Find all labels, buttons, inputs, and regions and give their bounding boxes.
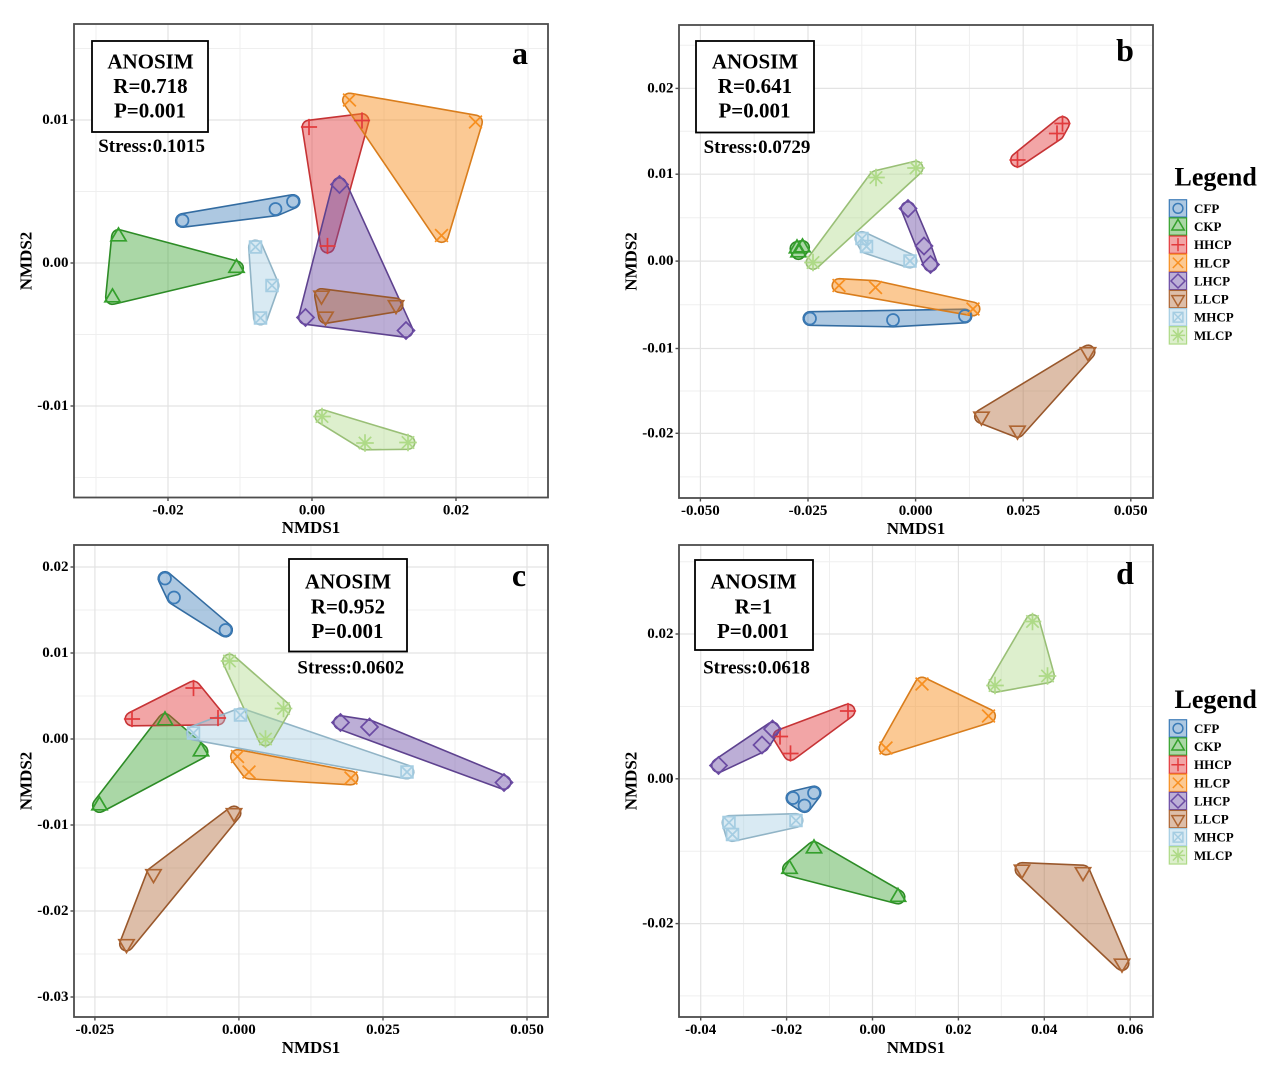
svg-text:R=0.718: R=0.718 — [113, 74, 187, 98]
svg-text:NMDS1: NMDS1 — [887, 1038, 946, 1057]
svg-text:0.000: 0.000 — [899, 503, 933, 519]
svg-text:-0.025: -0.025 — [789, 503, 828, 519]
svg-text:a: a — [512, 35, 528, 71]
svg-text:-0.025: -0.025 — [76, 1022, 115, 1038]
svg-text:-0.01: -0.01 — [37, 398, 68, 414]
svg-text:NMDS2: NMDS2 — [622, 752, 641, 811]
svg-text:P=0.001: P=0.001 — [718, 99, 790, 123]
svg-text:MHCP: MHCP — [1194, 830, 1234, 845]
svg-text:0.02: 0.02 — [42, 559, 68, 575]
svg-text:0.01: 0.01 — [42, 112, 68, 128]
svg-text:CFP: CFP — [1194, 201, 1219, 216]
svg-text:-0.02: -0.02 — [642, 425, 673, 441]
svg-text:-0.02: -0.02 — [771, 1022, 802, 1038]
svg-text:0.02: 0.02 — [647, 80, 673, 96]
svg-text:LLCP: LLCP — [1194, 292, 1229, 307]
svg-text:CKP: CKP — [1194, 219, 1222, 234]
svg-text:LHCP: LHCP — [1194, 794, 1230, 809]
svg-text:0.06: 0.06 — [1117, 1022, 1144, 1038]
svg-text:0.02: 0.02 — [647, 626, 673, 642]
svg-text:R=0.952: R=0.952 — [311, 595, 385, 619]
svg-text:Stress:0.0602: Stress:0.0602 — [297, 658, 404, 679]
svg-text:-0.02: -0.02 — [37, 903, 68, 919]
svg-text:0.00: 0.00 — [859, 1022, 885, 1038]
svg-text:0.00: 0.00 — [42, 731, 68, 747]
svg-text:0.01: 0.01 — [42, 645, 68, 661]
svg-text:Stress:0.0618: Stress:0.0618 — [703, 658, 810, 679]
svg-text:0.01: 0.01 — [647, 166, 673, 182]
svg-text:LHCP: LHCP — [1194, 274, 1230, 289]
svg-text:0.02: 0.02 — [945, 1022, 971, 1038]
svg-text:HHCP: HHCP — [1194, 757, 1232, 772]
svg-text:MHCP: MHCP — [1194, 310, 1234, 325]
svg-text:c: c — [512, 557, 526, 593]
svg-text:NMDS2: NMDS2 — [17, 752, 36, 811]
svg-text:R=1: R=1 — [735, 595, 773, 619]
svg-text:NMDS2: NMDS2 — [17, 232, 36, 291]
svg-text:0.00: 0.00 — [647, 771, 673, 787]
svg-text:-0.01: -0.01 — [642, 341, 673, 357]
svg-text:CFP: CFP — [1194, 721, 1219, 736]
svg-text:0.02: 0.02 — [443, 503, 469, 519]
svg-text:CKP: CKP — [1194, 739, 1222, 754]
svg-text:P=0.001: P=0.001 — [114, 99, 186, 123]
svg-text:Legend: Legend — [1175, 163, 1258, 192]
svg-text:-0.02: -0.02 — [642, 916, 673, 932]
svg-text:NMDS1: NMDS1 — [887, 519, 946, 538]
svg-text:-0.02: -0.02 — [152, 503, 183, 519]
svg-text:0.00: 0.00 — [42, 255, 68, 271]
svg-text:HHCP: HHCP — [1194, 237, 1232, 252]
svg-text:b: b — [1116, 32, 1134, 68]
svg-text:0.000: 0.000 — [222, 1022, 256, 1038]
svg-text:Legend: Legend — [1175, 685, 1258, 714]
svg-text:P=0.001: P=0.001 — [311, 619, 383, 643]
svg-text:-0.050: -0.050 — [681, 503, 720, 519]
svg-text:0.050: 0.050 — [510, 1022, 544, 1038]
svg-text:0.00: 0.00 — [299, 503, 325, 519]
svg-text:0.025: 0.025 — [366, 1022, 400, 1038]
svg-text:-0.04: -0.04 — [685, 1022, 717, 1038]
svg-text:ANOSIM: ANOSIM — [710, 570, 797, 594]
svg-text:R=0.641: R=0.641 — [718, 74, 792, 98]
svg-text:NMDS2: NMDS2 — [622, 232, 641, 291]
svg-text:LLCP: LLCP — [1194, 812, 1229, 827]
svg-text:HLCP: HLCP — [1194, 255, 1230, 270]
svg-text:0.00: 0.00 — [647, 253, 673, 269]
svg-text:P=0.001: P=0.001 — [717, 619, 789, 643]
svg-text:ANOSIM: ANOSIM — [305, 570, 392, 594]
svg-text:d: d — [1116, 555, 1134, 591]
svg-text:MLCP: MLCP — [1194, 848, 1232, 863]
svg-text:-0.03: -0.03 — [37, 989, 68, 1005]
svg-text:0.04: 0.04 — [1031, 1022, 1058, 1038]
svg-text:HLCP: HLCP — [1194, 775, 1230, 790]
svg-text:NMDS1: NMDS1 — [282, 518, 341, 537]
svg-text:Stress:0.1015: Stress:0.1015 — [98, 136, 205, 157]
svg-text:-0.01: -0.01 — [37, 817, 68, 833]
svg-text:Stress:0.0729: Stress:0.0729 — [704, 137, 811, 158]
svg-text:ANOSIM: ANOSIM — [712, 50, 799, 74]
svg-text:MLCP: MLCP — [1194, 328, 1232, 343]
svg-text:NMDS1: NMDS1 — [282, 1038, 341, 1057]
svg-text:0.050: 0.050 — [1114, 503, 1148, 519]
svg-text:ANOSIM: ANOSIM — [107, 50, 194, 74]
svg-text:0.025: 0.025 — [1006, 503, 1040, 519]
